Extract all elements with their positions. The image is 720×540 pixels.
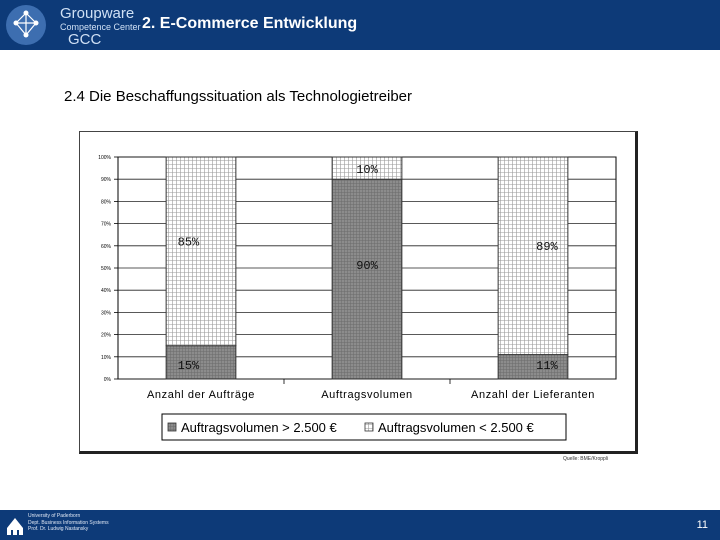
header-bar: Groupware Competence Center GCC 2. E-Com… xyxy=(0,0,720,50)
legend-swatch xyxy=(364,422,374,432)
bar-segment xyxy=(497,156,569,356)
data-label: 10% xyxy=(356,163,378,177)
logo-line-groupware: Groupware xyxy=(60,5,135,22)
legend-swatch xyxy=(167,422,177,432)
x-category-label: Auftragsvolumen xyxy=(321,389,413,401)
source-note: Quelle: BME/Kroppli xyxy=(563,456,609,462)
data-label: 85% xyxy=(178,236,200,250)
logo-line-competence: Competence Center xyxy=(60,22,141,32)
y-tick-label: 100% xyxy=(98,155,111,161)
bar-segment xyxy=(165,156,237,347)
logo-line-gcc: GCC xyxy=(68,31,102,48)
bar-segment xyxy=(331,156,403,180)
y-tick-label: 30% xyxy=(101,310,112,316)
bar-segment xyxy=(165,345,237,380)
legend-label: Auftragsvolumen > 2.500 € xyxy=(181,420,338,435)
y-tick-label: 90% xyxy=(101,177,112,183)
chart-container: 0% 10% 20% 30% 40% 50% 60% 70% 80% 90% 100% 15% 85% A… xyxy=(79,131,638,454)
y-tick-label: 80% xyxy=(101,199,112,205)
y-tick-label: 70% xyxy=(101,222,112,228)
bar-segment xyxy=(331,178,403,380)
y-tick-label: 20% xyxy=(101,333,112,339)
y-tick-label: 0% xyxy=(104,377,112,383)
data-label: 90% xyxy=(356,259,378,273)
footer-line-department: Dept. Business Information Systems xyxy=(28,519,109,526)
footer-line-professor: Prof. Dr. Ludwig Nastansky xyxy=(28,526,89,532)
footer-bar: University of Paderborn Dept. Business I… xyxy=(0,510,720,540)
footer-line-university: University of Paderborn xyxy=(28,513,81,519)
stacked-bar-chart: 0% 10% 20% 30% 40% 50% 60% 70% 80% 90% 100% 15% 85% A… xyxy=(98,155,617,441)
legend-label: Auftragsvolumen < 2.500 € xyxy=(378,420,535,435)
y-tick-label: 60% xyxy=(101,244,112,250)
y-tick-label: 10% xyxy=(101,355,112,361)
bar-segment xyxy=(497,354,569,380)
x-category-label: Anzahl der Aufträge xyxy=(147,389,255,401)
slide-subtitle: 2.4 Die Beschaffungssituation als Techno… xyxy=(64,88,413,105)
x-category-label: Anzahl der Lieferanten xyxy=(471,389,595,401)
university-logo-icon xyxy=(6,514,24,536)
legend-box xyxy=(161,413,567,441)
page-number: 11 xyxy=(696,519,708,531)
y-tick-label: 50% xyxy=(101,266,112,272)
data-label: 89% xyxy=(536,240,558,254)
data-label: 11% xyxy=(536,359,558,373)
footer-institution: University of Paderborn Dept. Business I… xyxy=(28,513,109,533)
gcc-logo: Groupware Competence Center GCC xyxy=(4,3,141,48)
network-globe-icon xyxy=(6,5,46,45)
header-title: 2. E-Commerce Entwicklung xyxy=(142,15,358,32)
y-tick-label: 40% xyxy=(101,288,112,294)
data-label: 15% xyxy=(178,359,200,373)
